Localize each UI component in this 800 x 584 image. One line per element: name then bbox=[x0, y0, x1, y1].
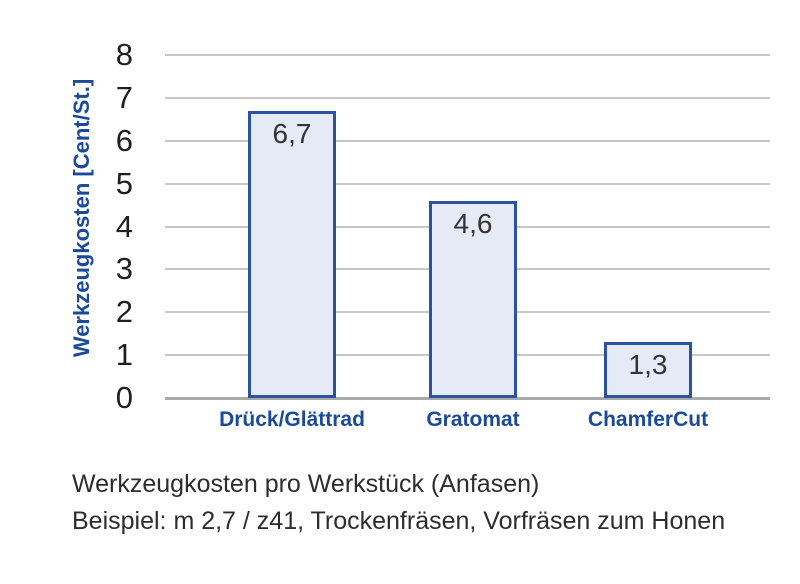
bar-value-label: 6,7 bbox=[272, 117, 312, 149]
y-tick-label-7: 7 bbox=[115, 79, 133, 115]
bar-value-label: 4,6 bbox=[453, 207, 493, 239]
caption-line-1: Werkzeugkosten pro Werkstück (Anfasen) bbox=[72, 470, 540, 498]
x-axis-label-chamfercut: ChamferCut bbox=[587, 408, 709, 431]
y-tick-label-6: 6 bbox=[115, 122, 133, 158]
y-tick-label-3: 3 bbox=[115, 251, 133, 287]
gridline-y0 bbox=[165, 397, 770, 400]
chart-caption: Werkzeugkosten pro Werkstück (Anfasen) B… bbox=[72, 470, 725, 544]
bar-dr-ck-gl-ttrad: 6,7 bbox=[248, 110, 336, 398]
bar-value-label: 1,3 bbox=[628, 349, 668, 381]
y-tick-label-0: 0 bbox=[115, 380, 133, 415]
gridline-y6 bbox=[165, 139, 770, 142]
y-tick-label-8: 8 bbox=[115, 37, 133, 72]
gridline-y5 bbox=[165, 182, 770, 185]
y-tick-label-1: 1 bbox=[115, 337, 133, 373]
bar-gratomat: 4,6 bbox=[429, 200, 517, 398]
gridline-y7 bbox=[165, 96, 770, 99]
y-axis-title: Werkzeugkosten [Cent/St.] bbox=[69, 78, 94, 358]
x-axis-label-dr-ck-gl-ttrad: Drück/Glättrad bbox=[219, 408, 365, 431]
gridline-y8 bbox=[165, 54, 770, 56]
x-axis-label-gratomat: Gratomat bbox=[426, 408, 520, 431]
bar-chamfercut: 1,3 bbox=[604, 342, 692, 398]
y-tick-label-5: 5 bbox=[115, 165, 133, 201]
y-tick-label-4: 4 bbox=[115, 208, 133, 244]
y-tick-label-2: 2 bbox=[115, 294, 133, 330]
caption-line-2: Beispiel: m 2,7 / z41, Trockenfräsen, Vo… bbox=[72, 507, 726, 535]
